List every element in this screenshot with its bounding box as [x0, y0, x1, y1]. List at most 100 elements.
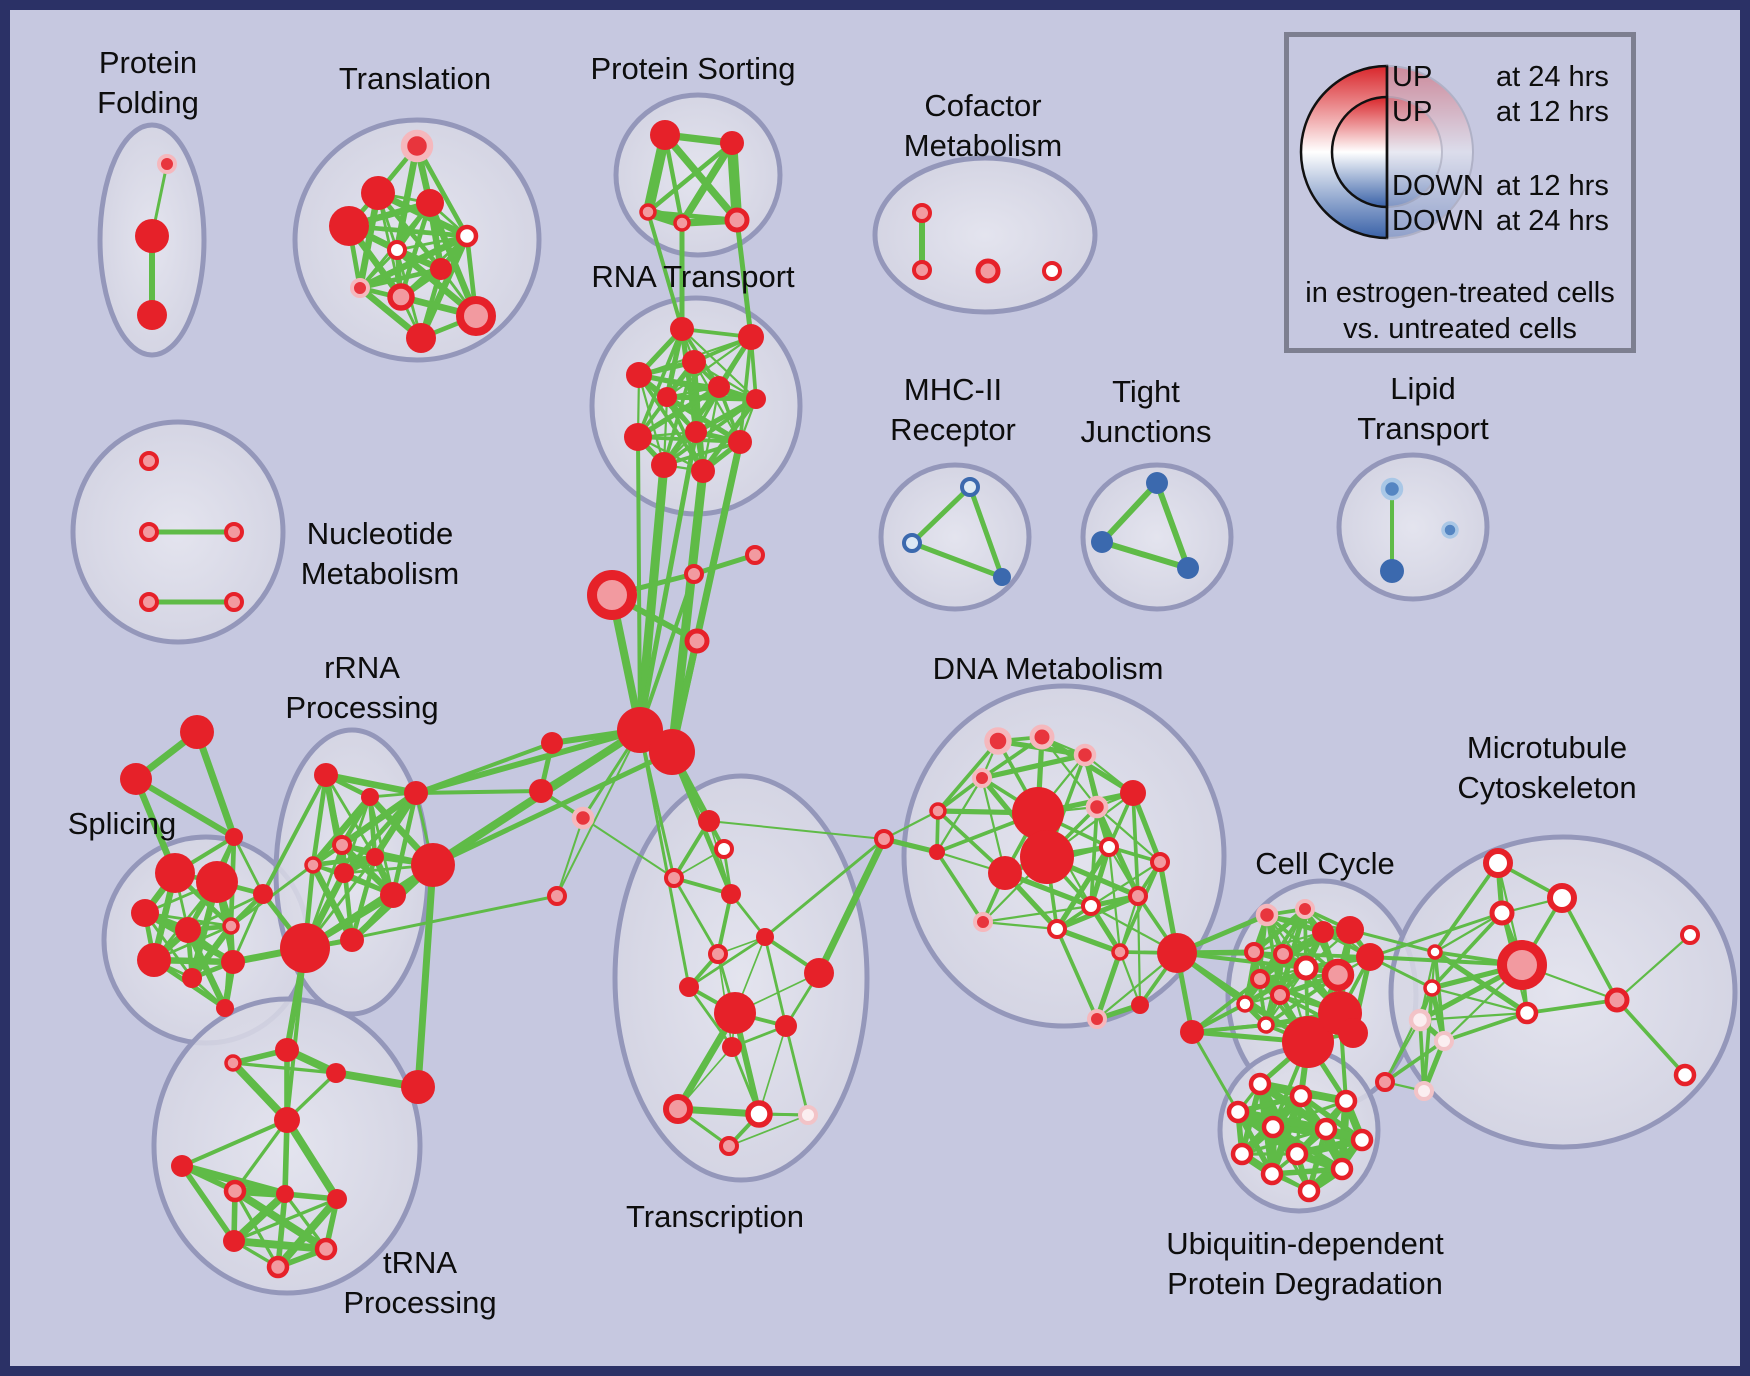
graph-node-ubiquitin-degradation[interactable]: [1334, 1089, 1358, 1113]
graph-node-central-hub[interactable]: [587, 570, 637, 620]
graph-node-ubiquitin-degradation[interactable]: [1297, 1179, 1321, 1203]
graph-node-splicing[interactable]: [180, 715, 214, 749]
graph-node-trna-processing[interactable]: [314, 1237, 338, 1261]
graph-node-dna-metabolism[interactable]: [1087, 1009, 1107, 1029]
graph-node-protein-sorting[interactable]: [724, 207, 750, 233]
graph-node-translation[interactable]: [387, 240, 407, 260]
graph-node-central-hub[interactable]: [547, 886, 567, 906]
graph-node-transcription[interactable]: [714, 839, 734, 859]
graph-node-protein-sorting[interactable]: [639, 203, 657, 221]
graph-node-transcription[interactable]: [756, 928, 774, 946]
graph-node-rrna-processing[interactable]: [411, 843, 455, 887]
graph-node-translation[interactable]: [387, 283, 415, 311]
graph-node-cell-cycle[interactable]: [1250, 969, 1270, 989]
graph-node-microtubule-cytoskeleton[interactable]: [1497, 940, 1547, 990]
graph-node-ubiquitin-degradation[interactable]: [1248, 1072, 1272, 1096]
graph-node-dna-metabolism[interactable]: [1020, 830, 1074, 884]
graph-node-rna-transport[interactable]: [651, 452, 677, 478]
graph-node-transcription[interactable]: [804, 958, 834, 988]
graph-node-nucleotide-metabolism[interactable]: [139, 592, 159, 612]
graph-node-rna-transport[interactable]: [691, 459, 715, 483]
graph-node-ubiquitin-degradation[interactable]: [1261, 1115, 1285, 1139]
graph-node-microtubule-cytoskeleton[interactable]: [1673, 1063, 1697, 1087]
graph-node-splicing[interactable]: [155, 853, 195, 893]
graph-node-ubiquitin-degradation[interactable]: [1260, 1162, 1284, 1186]
graph-node-central-hub[interactable]: [684, 564, 704, 584]
graph-node-lipid-transport[interactable]: [1380, 477, 1404, 501]
graph-node-rna-transport[interactable]: [685, 421, 707, 443]
graph-node-trna-processing[interactable]: [326, 1063, 346, 1083]
graph-node-rrna-processing[interactable]: [280, 923, 330, 973]
graph-node-cell-cycle[interactable]: [1270, 985, 1290, 1005]
graph-node-central-hub[interactable]: [649, 729, 695, 775]
graph-node-splicing[interactable]: [225, 828, 243, 846]
graph-node-dna-metabolism[interactable]: [1012, 787, 1064, 839]
graph-node-protein-folding[interactable]: [135, 219, 169, 253]
graph-node-rna-transport[interactable]: [657, 387, 677, 407]
graph-node-dna-metabolism[interactable]: [1111, 943, 1129, 961]
graph-node-ubiquitin-degradation[interactable]: [1285, 1142, 1309, 1166]
graph-node-splicing[interactable]: [182, 968, 202, 988]
graph-node-trna-processing[interactable]: [275, 1038, 299, 1062]
graph-node-microtubule-cytoskeleton[interactable]: [1414, 1081, 1434, 1101]
graph-node-trna-processing[interactable]: [276, 1185, 294, 1203]
graph-node-ubiquitin-degradation[interactable]: [1289, 1084, 1313, 1108]
graph-node-dna-metabolism[interactable]: [929, 802, 947, 820]
graph-node-tight-junctions[interactable]: [1177, 557, 1199, 579]
graph-node-transcription[interactable]: [721, 884, 741, 904]
graph-node-dna-metabolism[interactable]: [1081, 896, 1101, 916]
graph-node-cell-cycle[interactable]: [1273, 944, 1293, 964]
graph-node-trna-processing[interactable]: [223, 1179, 247, 1203]
graph-node-tight-junctions[interactable]: [1146, 472, 1168, 494]
graph-node-transcription[interactable]: [798, 1105, 818, 1125]
graph-node-central-hub[interactable]: [541, 732, 563, 754]
graph-node-translation[interactable]: [361, 176, 395, 210]
graph-node-transcription[interactable]: [719, 1136, 739, 1156]
graph-node-translation[interactable]: [416, 189, 444, 217]
graph-node-cell-cycle[interactable]: [1236, 995, 1254, 1013]
graph-node-rrna-processing[interactable]: [332, 835, 352, 855]
graph-node-central-hub[interactable]: [745, 545, 765, 565]
graph-node-dna-metabolism[interactable]: [929, 844, 945, 860]
graph-node-rrna-processing[interactable]: [334, 863, 354, 883]
graph-node-translation[interactable]: [350, 278, 370, 298]
graph-node-rna-transport[interactable]: [708, 376, 730, 398]
graph-node-protein-sorting[interactable]: [720, 131, 744, 155]
graph-node-trna-processing[interactable]: [274, 1107, 300, 1133]
graph-node-central-hub[interactable]: [684, 628, 710, 654]
graph-node-translation[interactable]: [430, 258, 452, 280]
graph-node-cell-cycle[interactable]: [1293, 955, 1319, 981]
graph-node-cell-cycle[interactable]: [1312, 921, 1334, 943]
graph-node-dna-metabolism[interactable]: [1157, 933, 1197, 973]
graph-node-translation[interactable]: [406, 323, 436, 353]
graph-node-rna-transport[interactable]: [746, 389, 766, 409]
graph-node-rrna-processing[interactable]: [380, 882, 406, 908]
graph-node-trna-processing[interactable]: [223, 1230, 245, 1252]
graph-node-rna-transport[interactable]: [626, 362, 652, 388]
graph-node-rna-transport[interactable]: [670, 317, 694, 341]
graph-node-cell-cycle[interactable]: [1255, 903, 1279, 927]
graph-node-cell-cycle[interactable]: [1295, 899, 1315, 919]
graph-node-rrna-processing[interactable]: [404, 781, 428, 805]
graph-node-ubiquitin-degradation[interactable]: [1314, 1117, 1338, 1141]
graph-node-dna-metabolism[interactable]: [1047, 919, 1067, 939]
graph-node-nucleotide-metabolism[interactable]: [224, 592, 244, 612]
graph-node-cell-cycle[interactable]: [1321, 958, 1355, 992]
graph-node-splicing[interactable]: [253, 884, 273, 904]
graph-node-mhc-ii-receptor[interactable]: [902, 533, 922, 553]
graph-node-microtubule-cytoskeleton[interactable]: [1680, 925, 1700, 945]
graph-node-mhc-ii-receptor[interactable]: [993, 568, 1011, 586]
graph-node-transcription[interactable]: [679, 977, 699, 997]
graph-node-rna-transport[interactable]: [624, 423, 652, 451]
graph-node-trna-processing[interactable]: [224, 1054, 242, 1072]
graph-node-rna-transport[interactable]: [728, 430, 752, 454]
graph-node-splicing[interactable]: [137, 943, 171, 977]
graph-node-microtubule-cytoskeleton[interactable]: [1604, 987, 1630, 1013]
graph-node-nucleotide-metabolism[interactable]: [139, 522, 159, 542]
graph-node-protein-folding[interactable]: [137, 300, 167, 330]
graph-node-trna-processing[interactable]: [266, 1255, 290, 1279]
graph-node-microtubule-cytoskeleton[interactable]: [1423, 979, 1441, 997]
graph-node-cell-cycle[interactable]: [1282, 1016, 1334, 1068]
graph-node-trna-processing[interactable]: [171, 1155, 193, 1177]
graph-node-cell-cycle[interactable]: [1356, 943, 1384, 971]
